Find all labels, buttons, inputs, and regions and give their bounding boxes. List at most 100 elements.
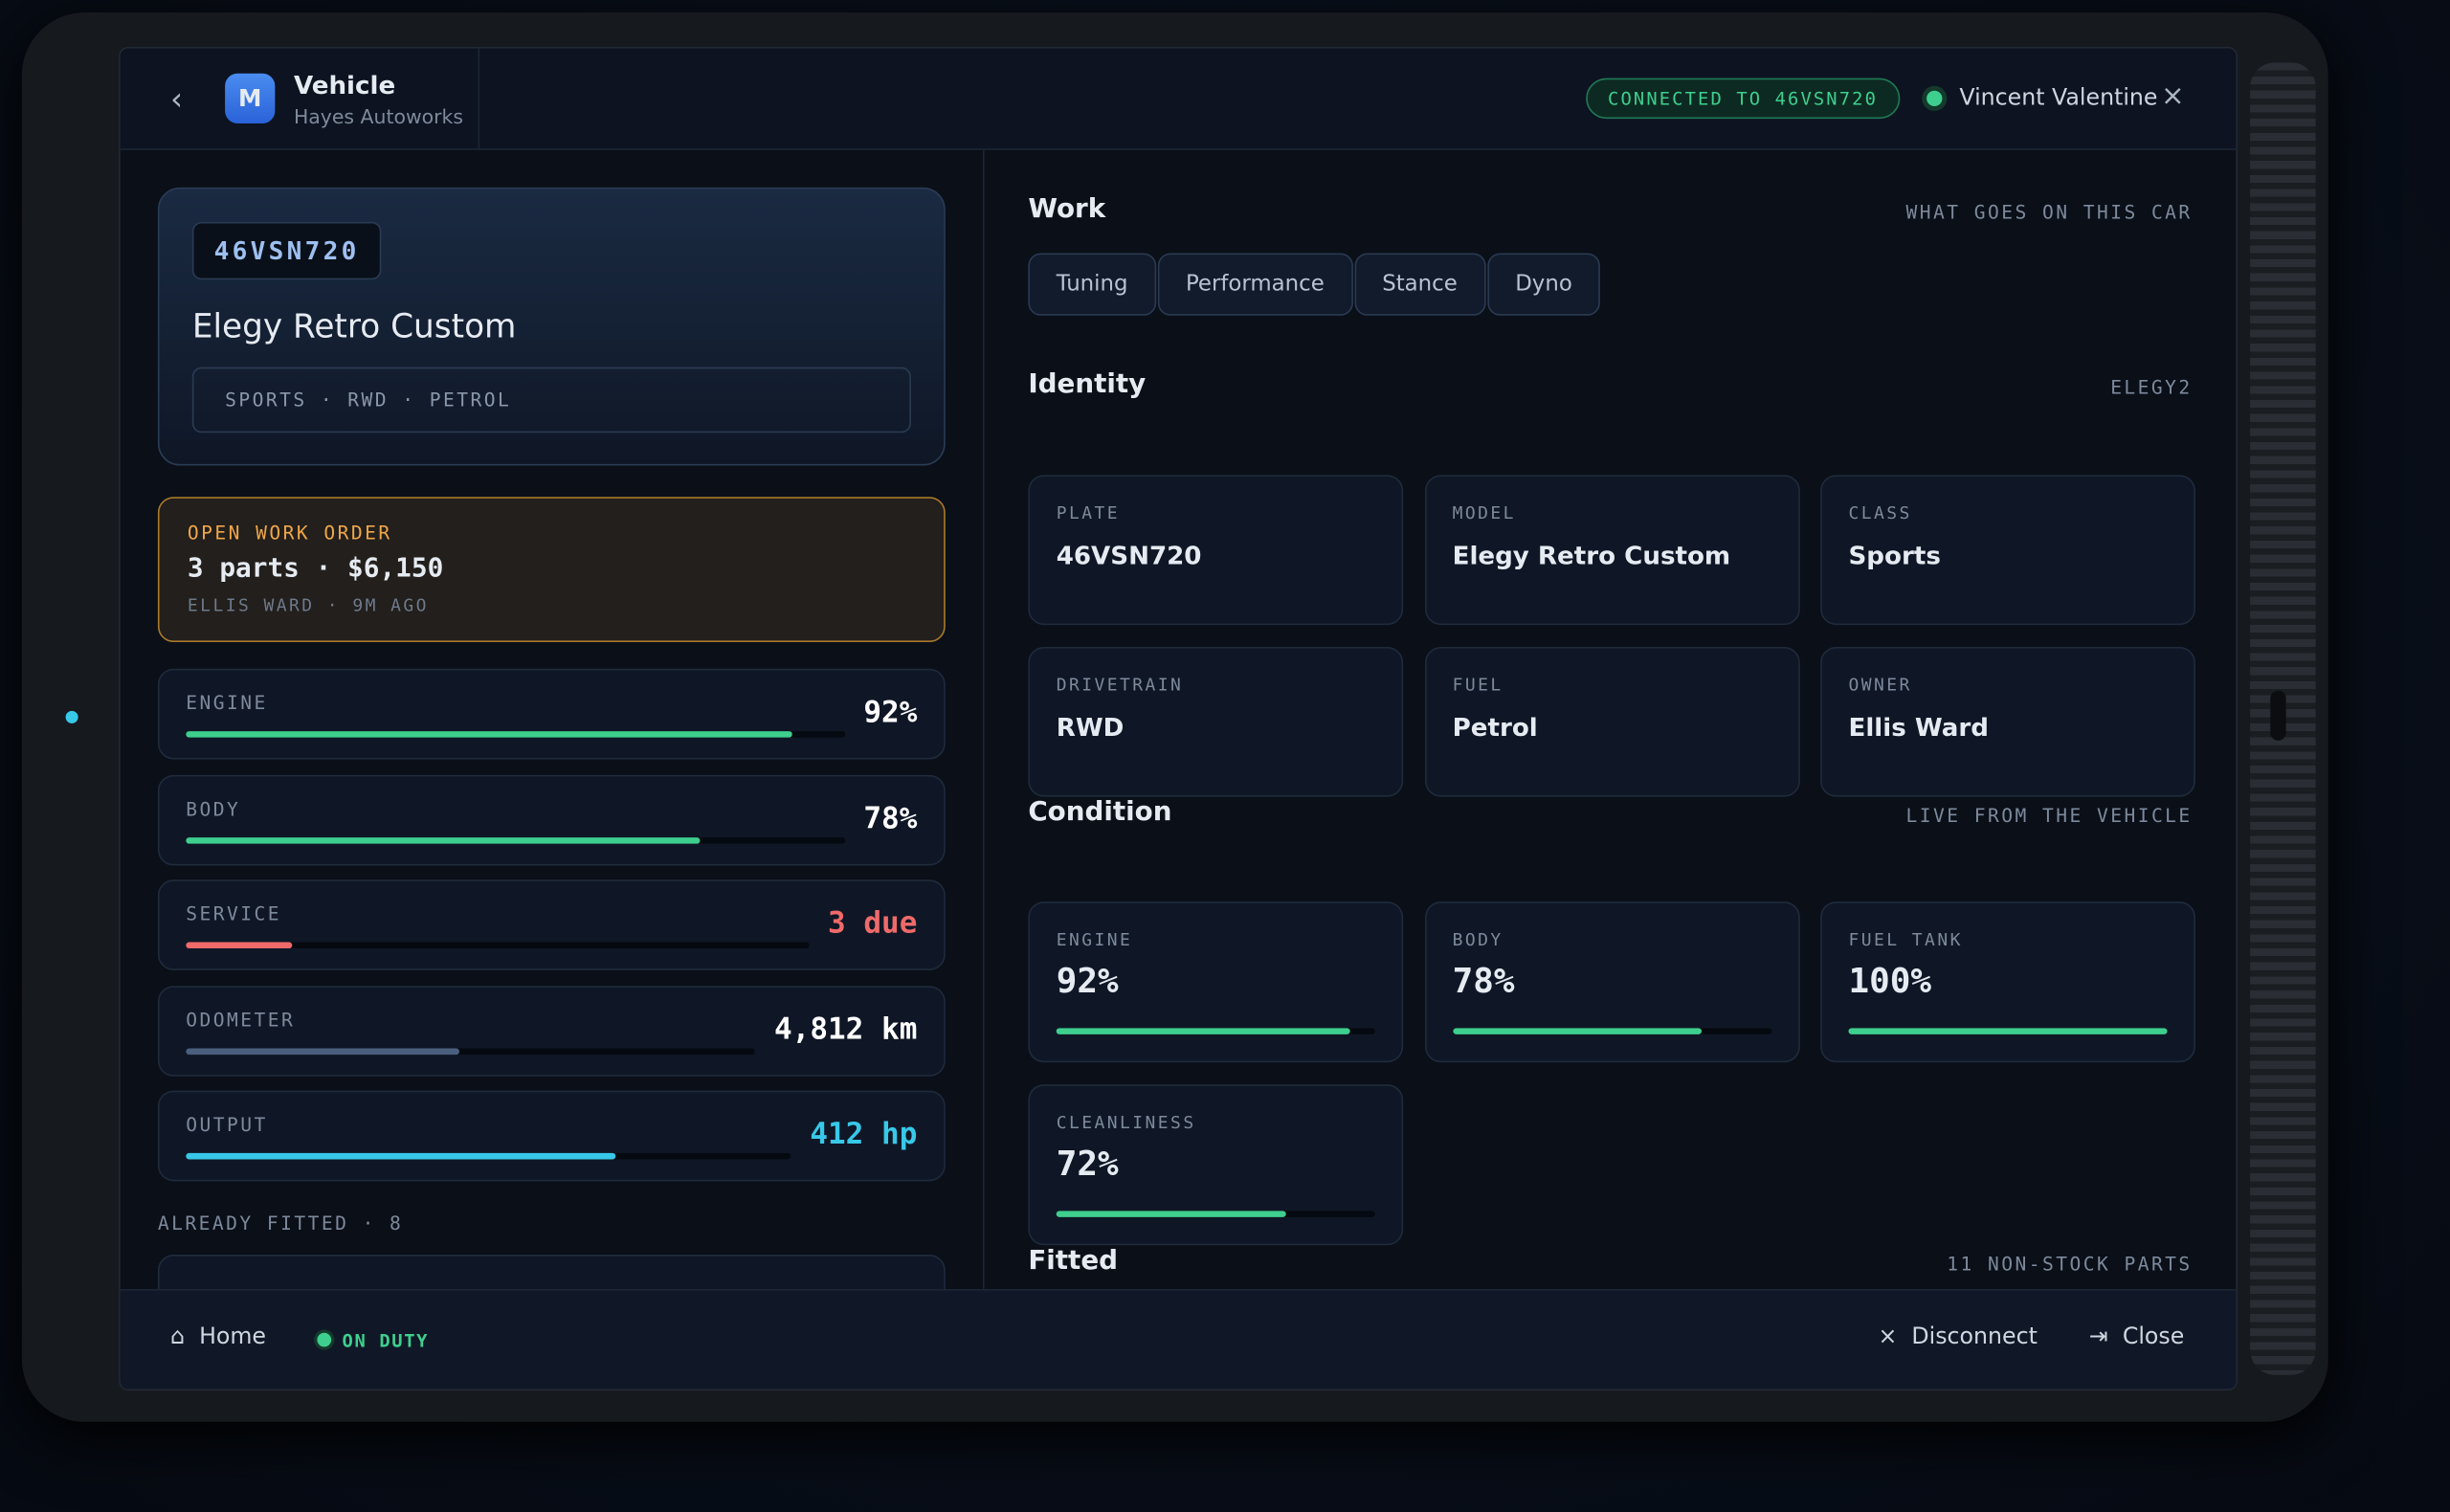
cell-label: CLEANLINESS: [1056, 1112, 1196, 1133]
stat-label: OUTPUT: [186, 1114, 268, 1136]
stat-bar: [186, 1152, 615, 1160]
device-grip: [2250, 62, 2316, 1375]
vehicle-name: Elegy Retro Custom: [191, 307, 517, 345]
section-hint: WHAT GOES ON THIS CAR: [1905, 201, 2193, 224]
left-panel: 46VSN720 Elegy Retro Custom SPORTS · RWD…: [121, 149, 985, 1289]
work-order-meta: ELLIS WARD · 9M AGO: [187, 595, 429, 616]
indicator-led: [65, 710, 78, 723]
close-label: Close: [2122, 1324, 2185, 1350]
tab[interactable]: Dyno: [1486, 253, 1601, 316]
cell-label: FUEL: [1452, 675, 1503, 696]
cell-label: OWNER: [1848, 675, 1912, 696]
tab[interactable]: Tuning: [1028, 253, 1156, 316]
stat-bar: [186, 836, 701, 843]
cell-track: [1056, 1211, 1375, 1217]
cell-value: 100%: [1848, 962, 1931, 1002]
disconnect-button[interactable]: × Disconnect: [1878, 1324, 2038, 1350]
stat-value: 78%: [863, 800, 918, 835]
work-order-summary: 3 parts · $6,150: [187, 552, 444, 585]
stat-track: [186, 1047, 755, 1055]
stat-card: ODOMETER 4,812 km: [157, 985, 946, 1077]
disconnect-label: Disconnect: [1911, 1324, 2038, 1350]
home-label: Home: [199, 1324, 266, 1350]
cell-value: Ellis Ward: [1848, 712, 1989, 743]
cell-value: Petrol: [1452, 712, 1538, 743]
section-title: Condition: [1028, 796, 1172, 829]
section-hint: LIVE FROM THE VEHICLE: [1905, 804, 2193, 827]
cell-value: RWD: [1056, 712, 1125, 743]
tab[interactable]: Stance: [1353, 253, 1486, 316]
vehicle-card: 46VSN720 Elegy Retro Custom SPORTS · RWD…: [157, 187, 946, 466]
stat-track: [186, 731, 846, 738]
identity-cell: DRIVETRAIN RWD: [1028, 646, 1404, 797]
cell-value: 78%: [1452, 962, 1515, 1002]
cell-track: [1056, 1028, 1375, 1034]
back-button[interactable]: ‹: [169, 79, 184, 118]
stat-track: [186, 836, 846, 843]
cell-label: CLASS: [1848, 502, 1912, 523]
status-dot: [1927, 90, 1943, 107]
stat-card: OUTPUT 412 hp: [157, 1090, 946, 1182]
identity-cell: OWNER Ellis Ward: [1820, 646, 2195, 797]
header: ‹ M Vehicle Hayes Autoworks CONNECTED TO…: [120, 48, 2237, 150]
cell-label: ENGINE: [1056, 929, 1133, 950]
section-hint: ELEGY2: [2110, 376, 2193, 399]
cell-value: 72%: [1056, 1145, 1119, 1185]
stat-label: SERVICE: [186, 902, 282, 925]
plate: 46VSN720: [191, 221, 382, 280]
app-logo: M: [225, 73, 276, 123]
connection-badge: CONNECTED TO 46VSN720: [1586, 78, 1900, 120]
stat-bar: [186, 1047, 459, 1055]
stat-label: BODY: [186, 797, 241, 820]
cell-label: FUEL TANK: [1848, 929, 1963, 950]
home-button[interactable]: ⌂ Home: [169, 1324, 266, 1350]
footer: ⌂ Home ON DUTY × Disconnect ⇥ Close: [120, 1288, 2237, 1390]
identity-cell: MODEL Elegy Retro Custom: [1424, 475, 1800, 626]
stat-bar: [186, 731, 793, 738]
close-button[interactable]: ⇥ Close: [2088, 1324, 2185, 1350]
cell-track: [1848, 1028, 2168, 1034]
section-title: Identity: [1028, 368, 1147, 400]
cell-bar: [1452, 1028, 1702, 1034]
cell-label: MODEL: [1452, 502, 1516, 523]
work-order: OPEN WORK ORDER 3 parts · $6,150 ELLIS W…: [157, 497, 946, 643]
cell-label: DRIVETRAIN: [1056, 675, 1184, 696]
cell-bar: [1056, 1028, 1350, 1034]
identity-cell: FUEL Petrol: [1424, 646, 1800, 797]
fitted-item: [157, 1255, 946, 1289]
cell-bar: [1056, 1211, 1286, 1217]
section-title: Fitted: [1028, 1245, 1119, 1277]
stat-value: 3 due: [827, 905, 918, 941]
cell-label: PLATE: [1056, 502, 1121, 523]
stat-value: 92%: [863, 695, 918, 730]
user-name: Vincent Valentine: [1959, 85, 2158, 111]
stat-card: SERVICE 3 due: [157, 879, 946, 970]
cell-value: Sports: [1848, 540, 1941, 570]
stat-value: 4,812 km: [773, 1012, 918, 1047]
identity-cell: PLATE 46VSN720: [1028, 475, 1404, 626]
condition-cell: ENGINE 92%: [1028, 901, 1404, 1063]
stat-card: BODY 78%: [157, 774, 946, 865]
condition-cell: CLEANLINESS 72%: [1028, 1084, 1404, 1246]
section-title: Work: [1028, 193, 1106, 226]
stat-label: ENGINE: [186, 692, 268, 715]
app-title: Vehicle: [293, 70, 396, 100]
duty-status: ON DUTY: [342, 1329, 430, 1352]
identity-cell: CLASS Sports: [1820, 475, 2195, 626]
vehicle-tags: SPORTS · RWD · PETROL: [191, 367, 911, 434]
app-subtitle: Hayes Autoworks: [293, 104, 463, 128]
right-panel: Work WHAT GOES ON THIS CAR Tuning Perform…: [985, 150, 2237, 1289]
work-order-label: OPEN WORK ORDER: [187, 522, 392, 545]
cell-track: [1452, 1028, 1771, 1034]
divider: [478, 48, 480, 149]
cell-bar: [1848, 1028, 2168, 1034]
stat-track: [186, 1152, 791, 1160]
condition-cell: FUEL TANK 100%: [1820, 901, 2195, 1063]
stat-value: 412 hp: [810, 1117, 918, 1152]
stat-track: [186, 942, 810, 949]
screen: ‹ M Vehicle Hayes Autoworks CONNECTED TO…: [119, 46, 2238, 1391]
section-hint: 11 NON-STOCK PARTS: [1947, 1253, 2193, 1276]
stat-label: ODOMETER: [186, 1008, 296, 1031]
tab[interactable]: Performance: [1157, 253, 1353, 316]
close-icon[interactable]: ×: [2161, 79, 2185, 113]
